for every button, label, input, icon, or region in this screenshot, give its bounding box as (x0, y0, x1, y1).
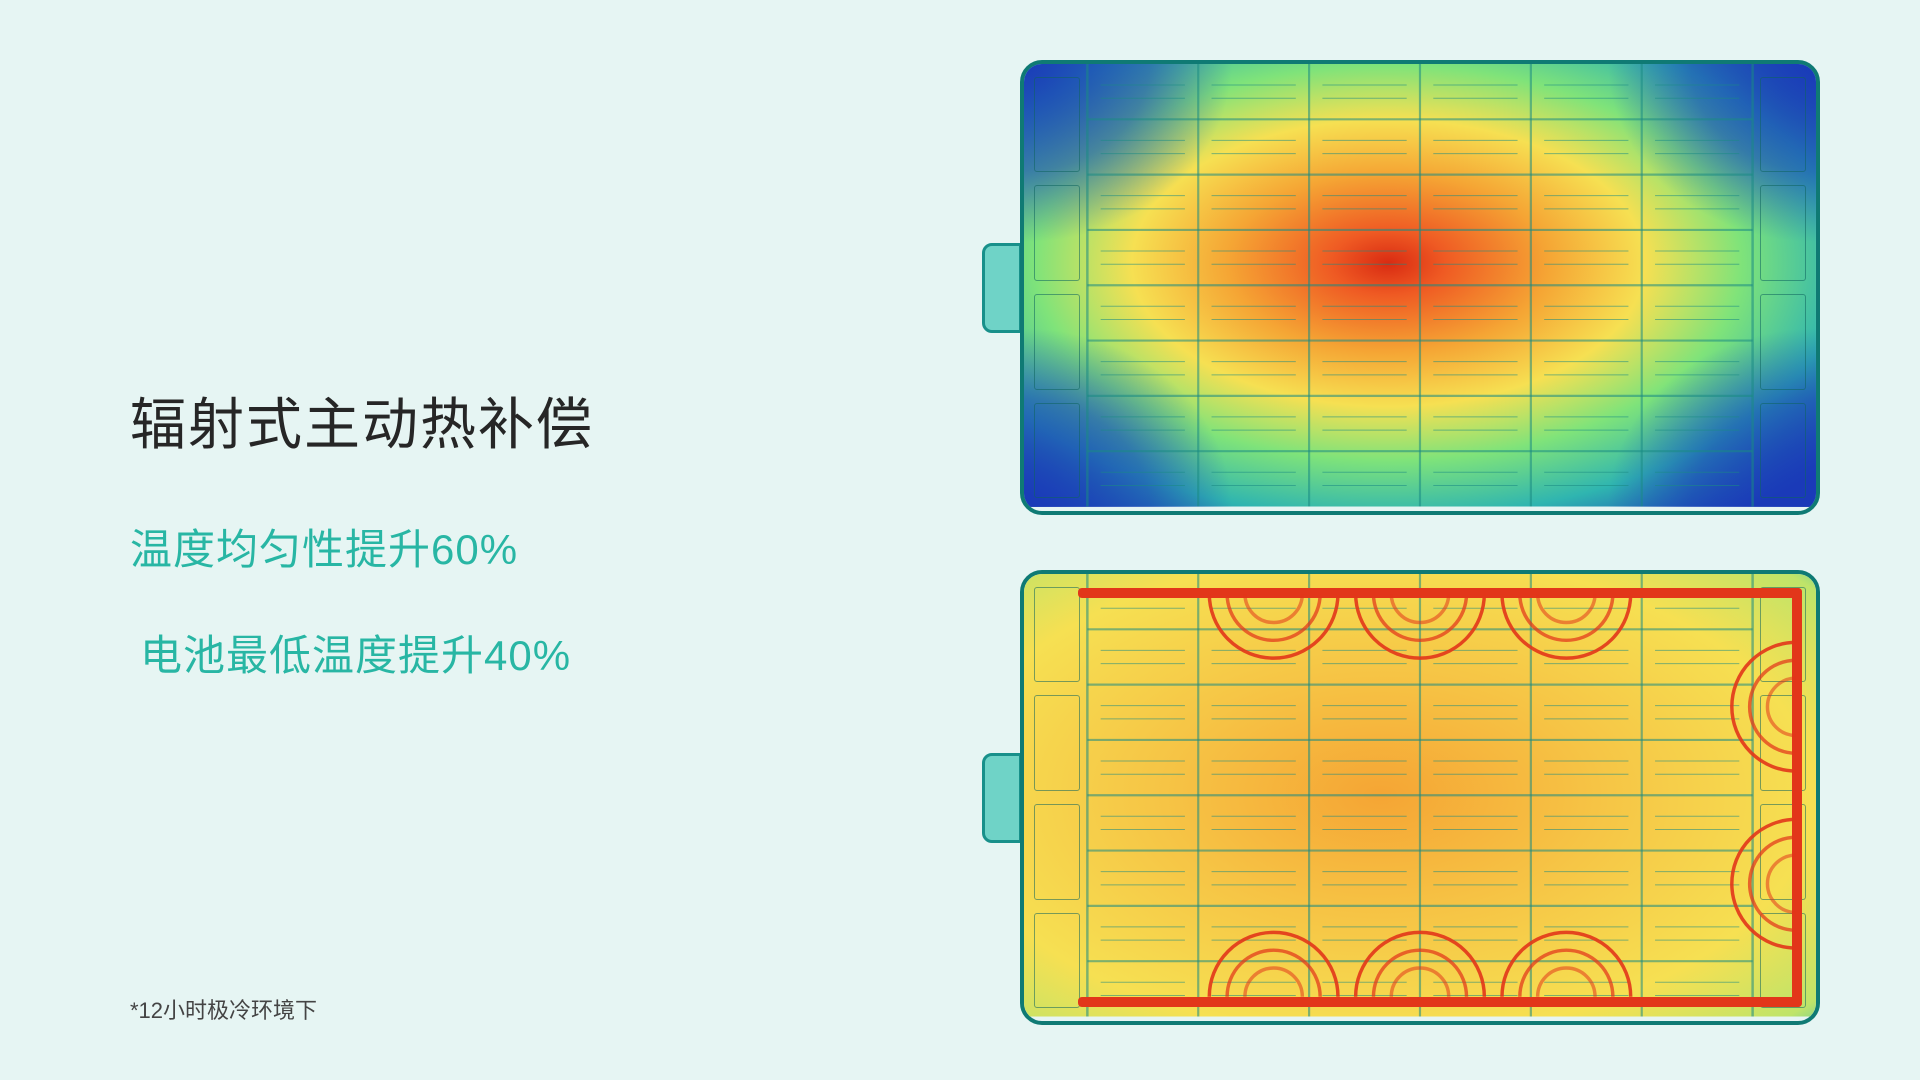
slide: 辐射式主动热补偿 温度均匀性提升60% 电池最低温度提升40% *12小时极冷环… (0, 0, 1920, 1080)
bullet-2: 电池最低温度提升40% (140, 622, 830, 683)
connector-tab (982, 243, 1022, 333)
heatmap-bottom (1010, 570, 1820, 1025)
bullet-1: 温度均匀性提升60% (130, 516, 830, 577)
battery-pack-outline (1020, 570, 1820, 1025)
side-module-left (1030, 70, 1084, 505)
slide-title: 辐射式主动热补偿 (130, 380, 830, 461)
text-column: 辐射式主动热补偿 温度均匀性提升60% 电池最低温度提升40% (130, 380, 830, 728)
footnote: *12小时极冷环境下 (130, 993, 317, 1025)
cell-grid-top (1024, 64, 1816, 507)
battery-pack-outline (1020, 60, 1820, 515)
side-module-right (1756, 70, 1810, 505)
heater-arcs (1024, 574, 1816, 1017)
heatmap-top (1010, 60, 1820, 515)
heatmap-column (1010, 60, 1820, 1025)
connector-tab (982, 753, 1022, 843)
